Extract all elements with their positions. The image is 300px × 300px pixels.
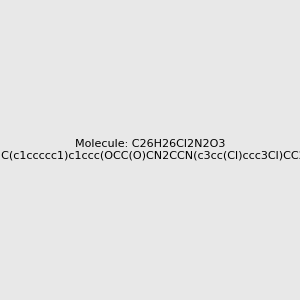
Text: Molecule: C26H26Cl2N2O3
O=C(c1ccccc1)c1ccc(OCC(O)CN2CCN(c3cc(Cl)ccc3Cl)CC2...: Molecule: C26H26Cl2N2O3 O=C(c1ccccc1)c1c… (0, 139, 300, 161)
